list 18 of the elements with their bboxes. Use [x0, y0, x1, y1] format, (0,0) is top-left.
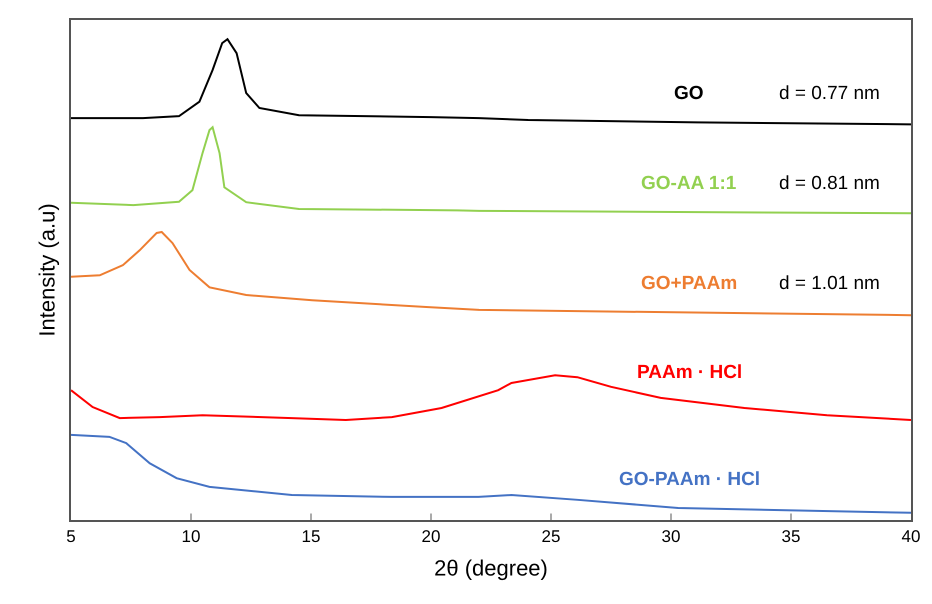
- x-tick-label: 30: [662, 527, 680, 546]
- annotation: d = 0.81 nm: [779, 173, 880, 194]
- x-tick-label: 20: [422, 527, 440, 546]
- series-label: GO: [674, 83, 704, 104]
- x-axis-title: 2θ (degree): [434, 556, 548, 581]
- series-label: GO-PAAm · HCl: [619, 469, 760, 490]
- x-tick-label: 40: [902, 527, 920, 546]
- annotation: d = 1.01 nm: [779, 273, 880, 294]
- annotation: d = 0.77 nm: [779, 83, 880, 104]
- x-tick-label: 10: [182, 527, 200, 546]
- series-label: GO-AA 1:1: [641, 173, 737, 194]
- x-tick-label: 35: [782, 527, 800, 546]
- x-tick-label: 5: [66, 527, 76, 546]
- x-tick-label: 15: [302, 527, 320, 546]
- x-tick-label: 25: [542, 527, 560, 546]
- series-label: GO+PAAm: [641, 273, 738, 294]
- series-label: PAAm · HCl: [637, 362, 742, 383]
- y-axis-title: Intensity (a.u): [34, 203, 60, 337]
